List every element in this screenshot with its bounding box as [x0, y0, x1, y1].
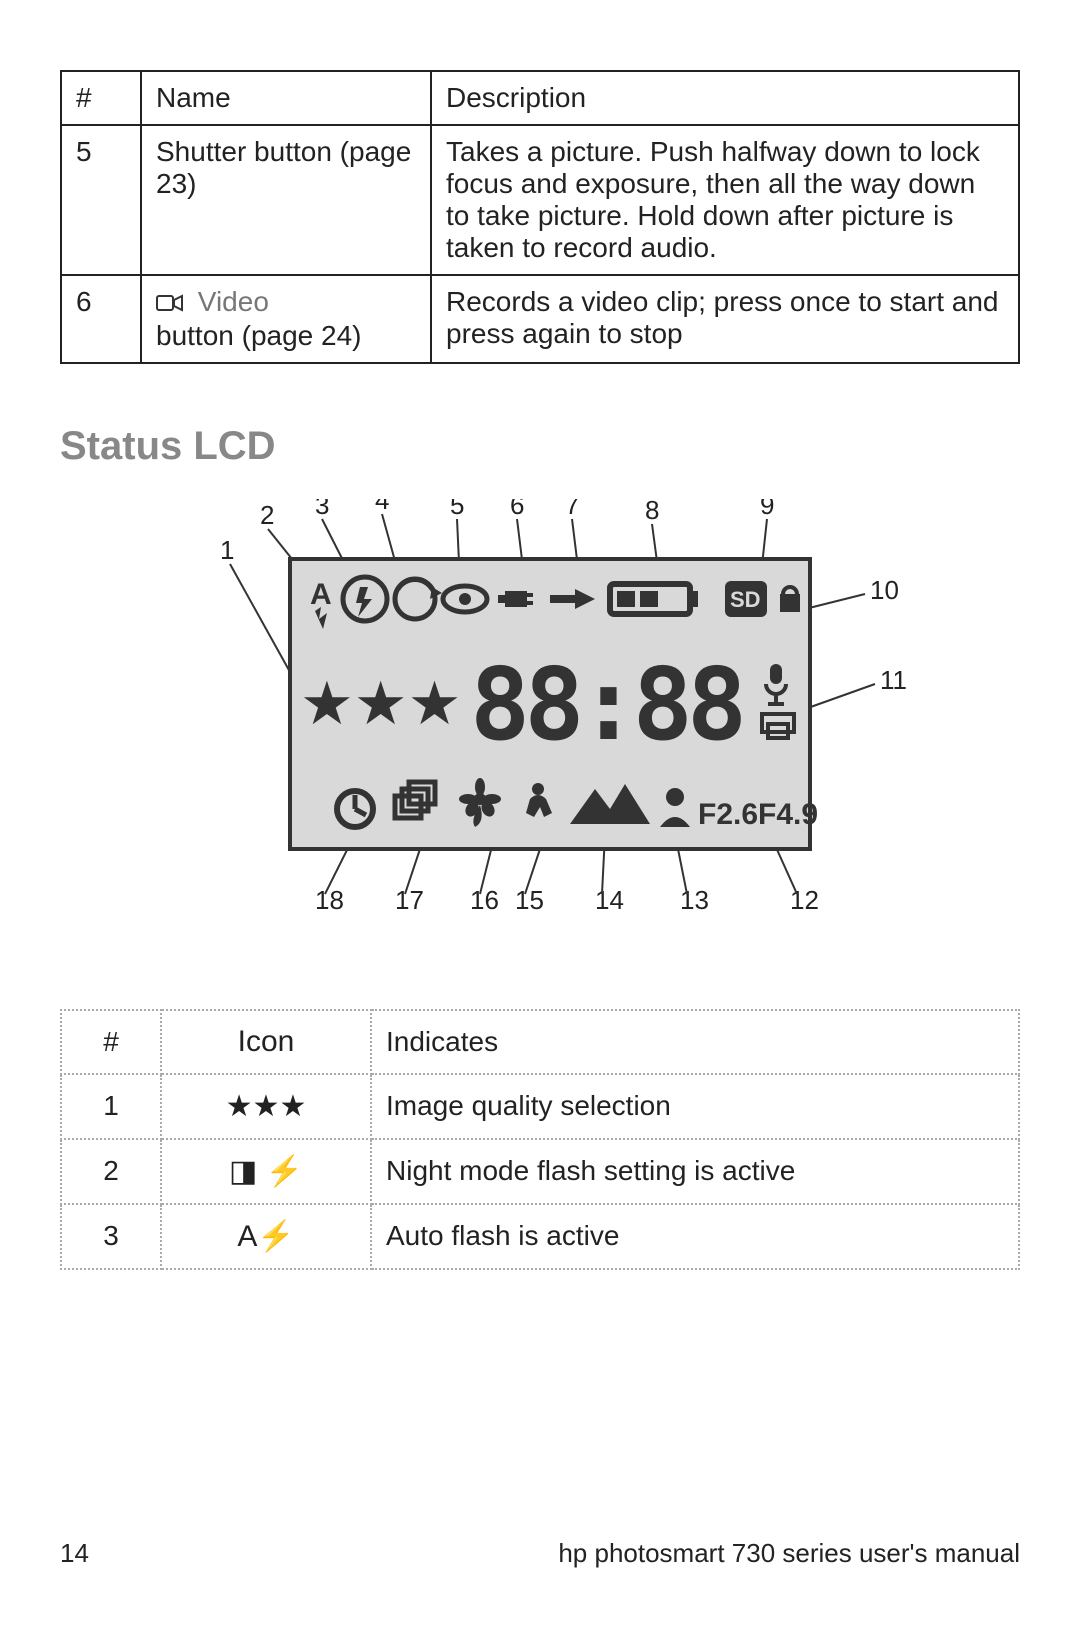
- cell-num: 5: [61, 125, 141, 275]
- video-label-suffix: button (page 24): [156, 320, 362, 351]
- th-name: Name: [141, 71, 431, 125]
- lcd-label-9: 9: [760, 499, 774, 520]
- night-flash-icon: ◨ ⚡: [161, 1139, 371, 1204]
- th-icon: Icon: [161, 1010, 371, 1074]
- th-num: #: [61, 1010, 161, 1074]
- table-row: 1 ★★★ Image quality selection: [61, 1074, 1019, 1139]
- lcd-label-11: 11: [880, 665, 907, 695]
- lcd-digits: 88:88: [470, 646, 741, 763]
- lcd-label-1: 1: [220, 535, 234, 565]
- lcd-label-8: 8: [645, 499, 659, 525]
- table-row: 3 A⚡ Auto flash is active: [61, 1204, 1019, 1269]
- lcd-label-13: 13: [680, 885, 709, 915]
- manual-page: # Name Description 5 Shutter button (pag…: [0, 0, 1080, 1629]
- lcd-label-14: 14: [595, 885, 624, 915]
- svg-text:A: A: [310, 578, 332, 611]
- cell-desc: Takes a picture. Push halfway down to lo…: [431, 125, 1019, 275]
- cell-num: 3: [61, 1204, 161, 1269]
- status-lcd-diagram: 1 2 3 4 5 6 7 8 9 10 11 12 13 14 15 16 1…: [60, 499, 1020, 979]
- cell-indicates: Night mode flash setting is active: [371, 1139, 1019, 1204]
- lcd-label-4: 4: [375, 499, 389, 515]
- cell-name: Video button (page 24): [141, 275, 431, 363]
- video-icon: [156, 288, 184, 320]
- lcd-label-15: 15: [515, 885, 544, 915]
- quality-stars-icon: ★★★: [300, 670, 461, 737]
- lcd-label-10: 10: [870, 575, 899, 605]
- lcd-label-6: 6: [510, 499, 524, 520]
- lcd-label-3: 3: [315, 499, 329, 520]
- cell-name: Shutter button (page 23): [141, 125, 431, 275]
- status-icon-table: # Icon Indicates 1 ★★★ Image quality sel…: [60, 1009, 1020, 1270]
- svg-text:SD: SD: [730, 587, 761, 612]
- cell-num: 6: [61, 275, 141, 363]
- table-row: 5 Shutter button (page 23) Takes a pictu…: [61, 125, 1019, 275]
- cell-desc: Records a video clip; press once to star…: [431, 275, 1019, 363]
- lcd-label-18: 18: [315, 885, 344, 915]
- cell-num: 1: [61, 1074, 161, 1139]
- cell-indicates: Image quality selection: [371, 1074, 1019, 1139]
- video-label: Video: [198, 286, 269, 317]
- aperture-text: F2.6F4.9: [698, 798, 818, 831]
- lcd-label-7: 7: [565, 499, 579, 520]
- th-indicates: Indicates: [371, 1010, 1019, 1074]
- page-number: 14: [60, 1538, 89, 1569]
- auto-flash-icon: A⚡: [161, 1204, 371, 1269]
- sd-card-icon: SD: [725, 581, 767, 617]
- lcd-label-16: 16: [470, 885, 499, 915]
- manual-title: hp photosmart 730 series user's manual: [558, 1538, 1020, 1569]
- lcd-label-2: 2: [260, 500, 274, 530]
- th-desc: Description: [431, 71, 1019, 125]
- page-footer: 14 hp photosmart 730 series user's manua…: [60, 1538, 1020, 1569]
- cell-indicates: Auto flash is active: [371, 1204, 1019, 1269]
- table-row: 2 ◨ ⚡ Night mode flash setting is active: [61, 1139, 1019, 1204]
- cell-num: 2: [61, 1139, 161, 1204]
- lcd-label-17: 17: [395, 885, 424, 915]
- section-title: Status LCD: [60, 424, 1020, 469]
- quality-stars-icon: ★★★: [161, 1074, 371, 1139]
- th-num: #: [61, 71, 141, 125]
- table-row: 6 Video button (page 24) Records a video…: [61, 275, 1019, 363]
- lcd-label-5: 5: [450, 499, 464, 520]
- top-controls-table: # Name Description 5 Shutter button (pag…: [60, 70, 1020, 364]
